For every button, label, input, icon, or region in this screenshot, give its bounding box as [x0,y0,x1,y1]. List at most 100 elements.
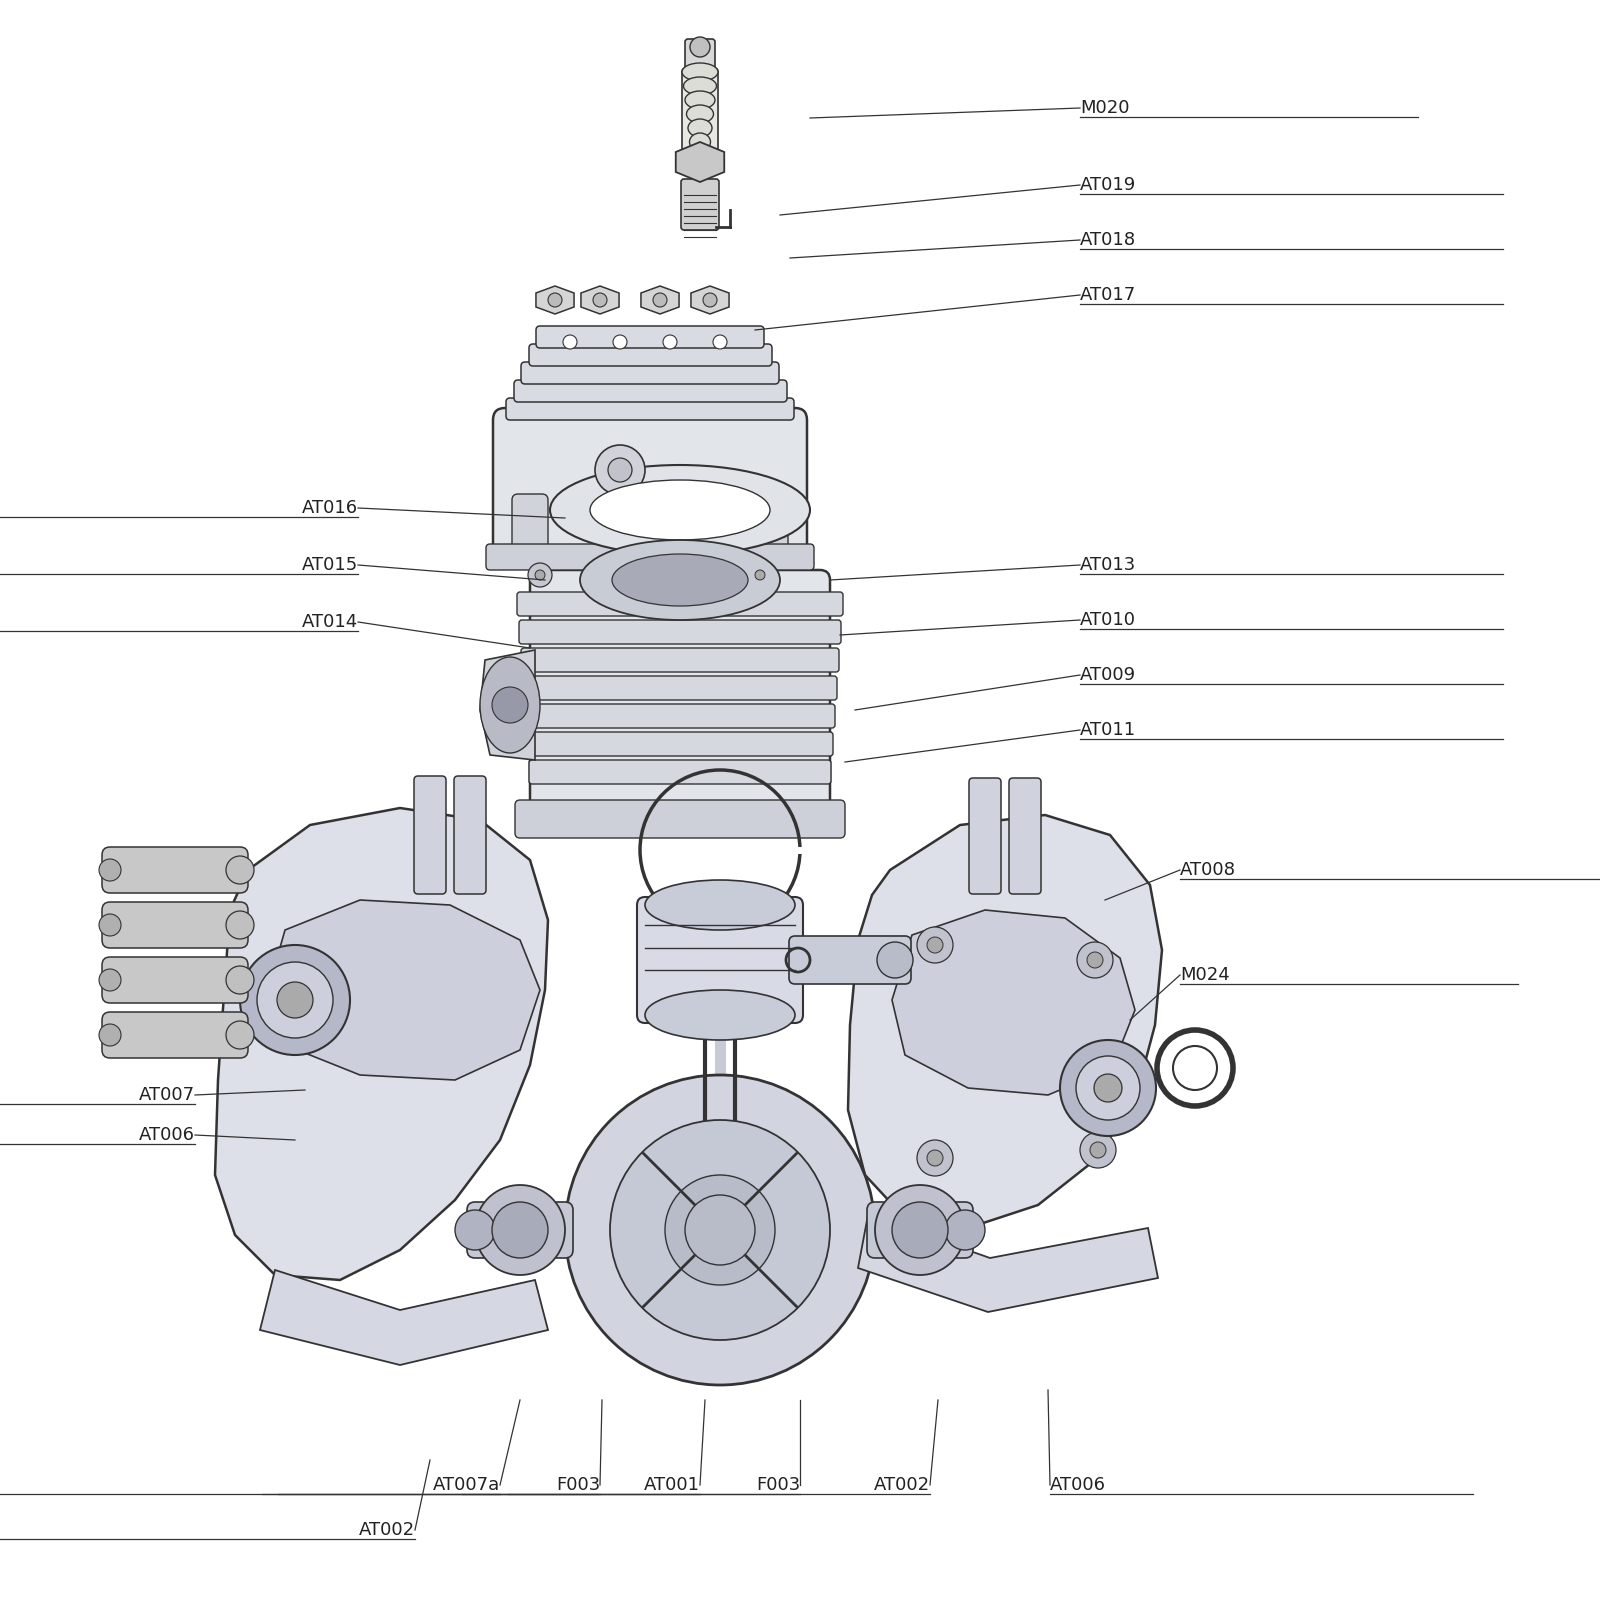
Text: AT001: AT001 [643,1475,701,1494]
Circle shape [1075,1056,1139,1120]
FancyBboxPatch shape [515,800,845,838]
FancyBboxPatch shape [514,379,787,402]
FancyBboxPatch shape [536,326,765,349]
Text: AT007: AT007 [139,1086,195,1104]
Circle shape [99,1024,122,1046]
Text: AT014: AT014 [302,613,358,630]
Circle shape [1090,1142,1106,1158]
Circle shape [557,328,584,357]
Circle shape [606,328,634,357]
Text: M020: M020 [1080,99,1130,117]
Ellipse shape [683,77,717,94]
Text: AT007a: AT007a [432,1475,499,1494]
Text: AT009: AT009 [1080,666,1136,685]
Ellipse shape [590,480,770,541]
Circle shape [226,966,254,994]
Circle shape [594,293,606,307]
Circle shape [917,926,954,963]
Circle shape [226,910,254,939]
Circle shape [926,938,942,954]
FancyBboxPatch shape [523,675,837,701]
Circle shape [613,334,627,349]
Circle shape [1080,1133,1117,1168]
Circle shape [656,328,685,357]
Polygon shape [259,1270,547,1365]
Polygon shape [269,899,541,1080]
Text: AT010: AT010 [1080,611,1136,629]
Text: AT017: AT017 [1080,286,1136,304]
Polygon shape [480,650,534,760]
Circle shape [917,1139,954,1176]
FancyBboxPatch shape [522,362,779,384]
FancyBboxPatch shape [102,1013,248,1058]
FancyBboxPatch shape [682,67,718,157]
Circle shape [1086,952,1102,968]
Circle shape [946,1210,986,1250]
Circle shape [653,293,667,307]
FancyBboxPatch shape [454,776,486,894]
Ellipse shape [645,990,795,1040]
FancyBboxPatch shape [414,776,446,894]
Text: AT008: AT008 [1181,861,1235,878]
FancyBboxPatch shape [102,902,248,947]
FancyBboxPatch shape [467,1202,573,1258]
FancyBboxPatch shape [493,408,806,562]
Circle shape [749,563,771,587]
Circle shape [702,293,717,307]
FancyBboxPatch shape [530,760,830,784]
Polygon shape [848,814,1162,1229]
Circle shape [755,570,765,579]
FancyBboxPatch shape [526,733,834,757]
FancyBboxPatch shape [486,544,814,570]
FancyBboxPatch shape [970,778,1002,894]
Circle shape [547,293,562,307]
Circle shape [662,334,677,349]
Ellipse shape [685,91,715,109]
Circle shape [875,1186,965,1275]
Circle shape [493,686,528,723]
Polygon shape [214,808,547,1280]
FancyBboxPatch shape [102,957,248,1003]
Circle shape [99,914,122,936]
Text: AT002: AT002 [874,1475,930,1494]
Circle shape [277,982,314,1018]
Circle shape [1094,1074,1122,1102]
FancyBboxPatch shape [530,344,771,366]
Polygon shape [691,286,730,314]
FancyBboxPatch shape [682,179,718,230]
Ellipse shape [550,466,810,555]
FancyBboxPatch shape [512,494,547,562]
Circle shape [1077,942,1114,978]
Ellipse shape [611,554,749,606]
FancyBboxPatch shape [102,846,248,893]
Text: AT018: AT018 [1080,230,1136,250]
Circle shape [534,570,546,579]
Polygon shape [858,1214,1158,1312]
Circle shape [608,458,632,482]
Circle shape [493,1202,547,1258]
Circle shape [240,946,350,1054]
Polygon shape [581,286,619,314]
FancyBboxPatch shape [517,592,843,616]
FancyBboxPatch shape [525,704,835,728]
Text: AT006: AT006 [139,1126,195,1144]
Text: AT011: AT011 [1080,722,1136,739]
Ellipse shape [480,658,541,754]
Circle shape [258,962,333,1038]
Ellipse shape [688,118,712,138]
Text: AT013: AT013 [1080,557,1136,574]
FancyBboxPatch shape [789,936,910,984]
Polygon shape [536,286,574,314]
Text: AT002: AT002 [358,1522,414,1539]
Circle shape [893,1202,947,1258]
FancyBboxPatch shape [685,38,715,75]
FancyBboxPatch shape [530,570,830,819]
Circle shape [877,942,914,978]
Ellipse shape [579,541,781,619]
Circle shape [563,334,578,349]
Text: F003: F003 [555,1475,600,1494]
FancyBboxPatch shape [637,898,803,1022]
FancyBboxPatch shape [752,494,787,562]
Circle shape [99,970,122,990]
Circle shape [690,37,710,58]
